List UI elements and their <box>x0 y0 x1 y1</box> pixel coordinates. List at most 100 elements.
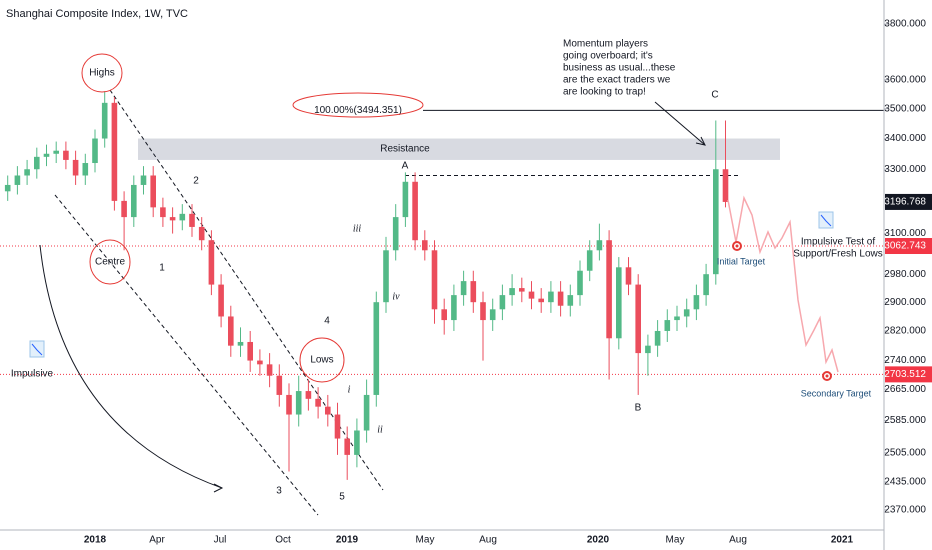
levels: 100.00%(3494.351) <box>0 105 884 375</box>
wave-label: A <box>402 161 409 172</box>
highlight-circle <box>81 53 123 93</box>
candle-body <box>82 163 89 176</box>
annotation: are the exact traders we <box>563 75 671 86</box>
axis-labels: 3800.000 3600.000 3500.000 3400.000 3300.000… <box>84 19 932 546</box>
annotation: Momentum players <box>563 39 648 50</box>
candle-body <box>548 291 554 303</box>
candle-body <box>713 169 719 275</box>
wave-label: ii <box>377 424 383 435</box>
annotation: Initial Target <box>717 256 766 266</box>
candle-body <box>577 270 583 296</box>
candle-body <box>470 281 477 303</box>
candle-body <box>616 267 622 339</box>
y-tick-label: 2370.000 <box>884 504 926 515</box>
x-tick-label: 2020 <box>587 535 610 546</box>
candle-body <box>528 291 535 299</box>
candle-body <box>693 295 700 310</box>
y-tick-label: 2980.000 <box>884 269 926 280</box>
wave-label: 4 <box>324 316 330 327</box>
candle-body <box>160 207 166 218</box>
candle-body <box>131 184 137 218</box>
y-tick-label: 2740.000 <box>884 355 926 366</box>
candle-body <box>654 330 661 346</box>
trend-icon <box>29 340 45 358</box>
x-tick-label: May <box>416 535 435 546</box>
candle-body <box>354 430 360 455</box>
candle-body <box>111 102 118 201</box>
candle-body <box>228 316 234 346</box>
wave-label: iii <box>353 223 362 234</box>
candle-body <box>625 267 632 285</box>
candle-body <box>703 274 709 296</box>
target-icon <box>732 241 742 251</box>
annotation: Secondary Target <box>801 388 872 398</box>
annotation: Lows <box>310 355 333 366</box>
x-tick-label: Aug <box>729 535 747 546</box>
candle-body <box>286 394 292 415</box>
wave-label: i <box>348 384 351 395</box>
trend-icon <box>818 211 834 229</box>
candle-body <box>189 213 195 227</box>
candle-body <box>24 169 30 176</box>
x-tick-label: 2021 <box>831 535 854 546</box>
candle-body <box>53 150 59 154</box>
candle-body <box>266 364 273 376</box>
x-tick-label: Oct <box>275 535 291 546</box>
candle-body <box>140 175 147 185</box>
wave-label: 1 <box>159 263 165 274</box>
candle-body <box>683 309 690 317</box>
candle-body <box>276 375 283 395</box>
chart-title: Shanghai Composite Index, 1W, TVC <box>6 8 188 20</box>
candle-body <box>567 295 574 306</box>
annotation: going overboard; it's <box>563 51 653 62</box>
candle-body <box>63 150 69 160</box>
y-tick-label: 3500.000 <box>884 103 926 114</box>
y-tick-label: 2505.000 <box>884 447 926 458</box>
candle-body <box>179 213 186 221</box>
candle-body <box>150 175 156 208</box>
x-tick-label: May <box>666 535 685 546</box>
price-label: 3062.743 <box>884 241 926 252</box>
highlight-circle <box>299 337 345 383</box>
wave-label: B <box>635 403 642 414</box>
annotation: Support/Fresh Lows <box>793 249 883 260</box>
candle-body <box>295 391 302 415</box>
annotation: are looking to trap! <box>563 87 646 98</box>
candle-body <box>14 175 21 185</box>
candle-body <box>586 250 593 271</box>
channel-upper <box>109 89 384 491</box>
candle-body <box>72 159 79 176</box>
x-tick-label: Aug <box>479 535 497 546</box>
candle-body <box>315 398 321 407</box>
candle-body <box>664 320 671 331</box>
candle-body <box>325 406 331 415</box>
y-tick-label: 3400.000 <box>884 133 926 144</box>
candle-body <box>460 281 467 296</box>
target-icon <box>822 371 832 381</box>
annotation: Centre <box>95 257 125 268</box>
wave-label: 2 <box>193 176 199 187</box>
candle-body <box>257 360 263 365</box>
candle-body <box>596 240 603 251</box>
candle-body <box>34 156 40 170</box>
candle-body <box>722 169 729 202</box>
candle-body <box>218 284 224 317</box>
candle-body <box>101 102 108 139</box>
x-tick-label: Jul <box>214 535 227 546</box>
curved-arrow <box>39 244 223 489</box>
candle-body <box>392 217 399 251</box>
candle-body <box>480 302 486 321</box>
price-label-bg <box>885 193 932 210</box>
candle-body <box>4 184 11 192</box>
fib-label: 100.00%(3494.351) <box>314 105 402 116</box>
annotation: Impulsive <box>11 369 54 380</box>
candle-body <box>92 138 98 164</box>
candle-body <box>208 240 215 285</box>
candle-body <box>373 302 380 395</box>
resistance-zone <box>138 138 780 160</box>
y-tick-label: 2585.000 <box>884 415 926 426</box>
candle-body <box>344 438 350 455</box>
candle-body <box>121 200 127 218</box>
